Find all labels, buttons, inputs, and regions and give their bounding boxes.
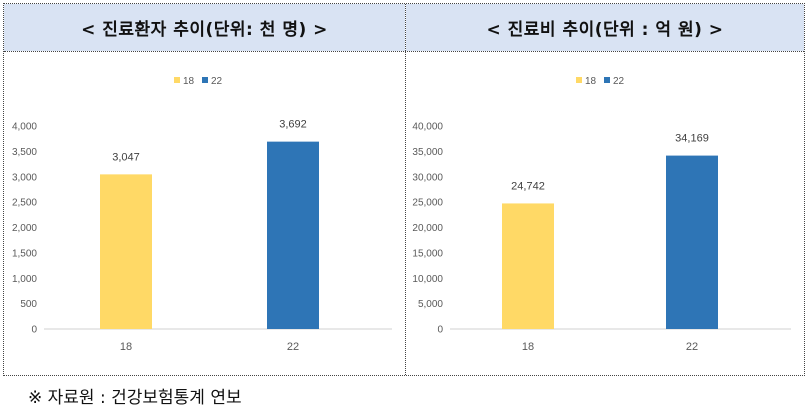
y-tick-label: 10,000 — [412, 274, 443, 285]
y-tick-label: 500 — [20, 299, 37, 310]
right-chart-title: < 진료비 추이(단위 : 억 원) > — [406, 4, 804, 51]
legend-label-18: 18 — [183, 76, 195, 87]
legend-swatch-18 — [576, 77, 582, 83]
bar-18 — [100, 174, 152, 329]
x-tick-label: 22 — [686, 341, 698, 353]
y-tick-label: 3,500 — [12, 147, 37, 158]
left-chart-title: < 진료환자 추이(단위: 천 명) > — [4, 4, 405, 51]
costs-chart: 18 22 0 5,000 10,000 15,000 20,000 25,000 30,000… — [412, 76, 791, 353]
bar-22 — [267, 141, 319, 329]
y-tick-label: 3,000 — [12, 172, 37, 183]
data-label-18: 3,047 — [112, 151, 140, 163]
y-tick-label: 20,000 — [412, 223, 443, 234]
legend-label-18: 18 — [585, 76, 597, 87]
y-tick-label: 0 — [31, 325, 37, 336]
y-tick-label: 1,500 — [12, 248, 37, 259]
y-tick-label: 1,000 — [12, 274, 37, 285]
data-label-22: 34,169 — [675, 133, 709, 145]
y-tick-label: 5,000 — [418, 299, 443, 310]
data-label-18: 24,742 — [511, 180, 545, 192]
patients-chart: 18 22 0 500 1,000 1,500 2,000 2,500 3,000 3,500 4,… — [12, 76, 392, 353]
y-tick-label: 40,000 — [412, 122, 443, 133]
bar-18 — [502, 203, 554, 329]
y-tick-label: 2,500 — [12, 198, 37, 209]
costs-chart-panel: 18 22 0 5,000 10,000 15,000 20,000 25,000 30,000… — [406, 52, 804, 376]
y-tick-label: 0 — [437, 325, 443, 336]
column-divider — [405, 4, 406, 375]
y-tick-label: 35,000 — [412, 147, 443, 158]
data-label-22: 3,692 — [279, 119, 307, 131]
y-tick-label: 2,000 — [12, 223, 37, 234]
legend-swatch-18 — [174, 77, 180, 83]
legend-swatch-22 — [604, 77, 610, 83]
chart-table: < 진료환자 추이(단위: 천 명) > < 진료비 추이(단위 : 억 원) … — [3, 3, 805, 376]
x-tick-label: 22 — [287, 341, 299, 353]
y-tick-label: 30,000 — [412, 172, 443, 183]
x-tick-label: 18 — [120, 341, 132, 353]
bar-22 — [666, 155, 718, 329]
patients-chart-panel: 18 22 0 500 1,000 1,500 2,000 2,500 3,000 3,500 4,… — [4, 52, 405, 376]
y-tick-label: 15,000 — [412, 248, 443, 259]
x-tick-label: 18 — [522, 341, 534, 353]
y-tick-label: 25,000 — [412, 198, 443, 209]
source-note: ※ 자료원 : 건강보험통계 연보 — [28, 388, 242, 408]
y-tick-label: 4,000 — [12, 122, 37, 133]
legend-label-22: 22 — [613, 76, 625, 87]
header-divider — [4, 51, 804, 52]
legend-swatch-22 — [202, 77, 208, 83]
legend-label-22: 22 — [211, 76, 223, 87]
